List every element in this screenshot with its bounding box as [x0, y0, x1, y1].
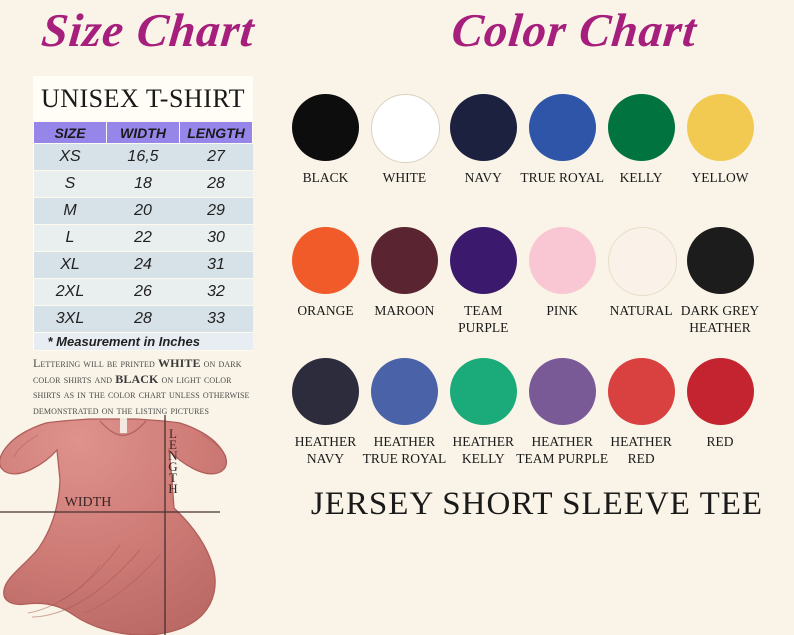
svg-text:WIDTH: WIDTH: [65, 495, 112, 510]
svg-text:H: H: [168, 481, 177, 496]
